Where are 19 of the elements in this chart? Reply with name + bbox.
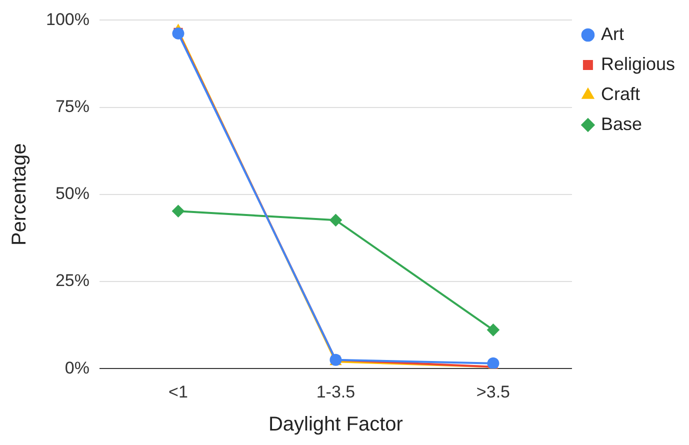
legend-label: Craft — [600, 84, 640, 104]
point — [330, 214, 342, 226]
y-tick-label: 75% — [55, 96, 90, 116]
y-tick-label: 25% — [55, 271, 90, 290]
x-tick-label: 1-3.5 — [316, 382, 356, 402]
y-tick-label: 100% — [46, 10, 90, 29]
legend-label: Base — [600, 114, 642, 134]
x-axis-title: Daylight Factor — [268, 414, 404, 436]
y-tick-label: 0% — [64, 358, 90, 378]
x-tick-label: >3.5 — [476, 382, 510, 402]
legend-label: Art — [600, 24, 624, 44]
point — [487, 324, 500, 336]
point — [172, 205, 184, 218]
y-axis-title: Percentage — [8, 143, 31, 246]
x-tick-label: <1 — [168, 382, 188, 402]
legend-label: Religious — [600, 54, 676, 74]
point — [487, 357, 500, 369]
y-tick-label: 50% — [55, 184, 90, 204]
point — [172, 27, 184, 40]
